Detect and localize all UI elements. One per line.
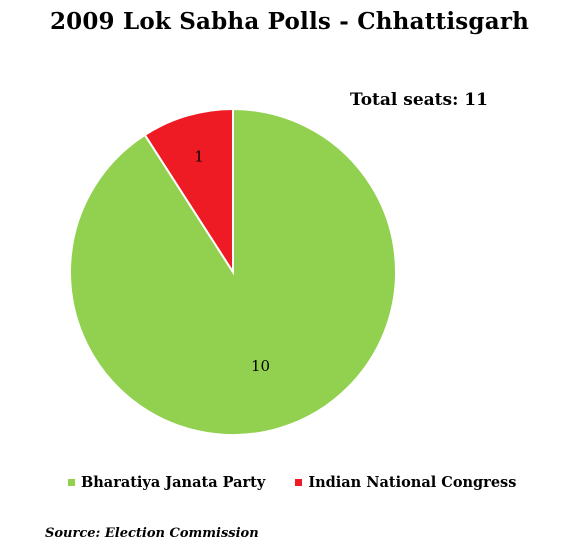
source-note: Source: Election Commission [45, 526, 259, 541]
data-label-bjp: 10 [251, 357, 270, 375]
legend-item-inc: Indian National Congress [295, 474, 516, 491]
pie-data-labels: 10 1 [194, 147, 270, 375]
chart-title: 2009 Lok Sabha Polls - Chhattisgarh [49, 8, 530, 35]
legend-label-inc: Indian National Congress [308, 474, 517, 491]
legend-label-bjp: Bharatiya Janata Party [81, 474, 266, 491]
pie-slices [69, 107, 397, 436]
legend-item-bjp: Bharatiya Janata Party [68, 474, 265, 491]
legend-swatch-bjp [68, 479, 75, 486]
legend-swatch-inc [295, 479, 303, 486]
chart-legend: Bharatiya Janata Party Indian National C… [68, 474, 546, 491]
data-label-inc: 1 [194, 147, 204, 165]
total-seats-annotation: Total seats: 11 [350, 90, 488, 110]
slice-inc [143, 107, 234, 276]
pie-chart: 10 1 [69, 107, 397, 436]
